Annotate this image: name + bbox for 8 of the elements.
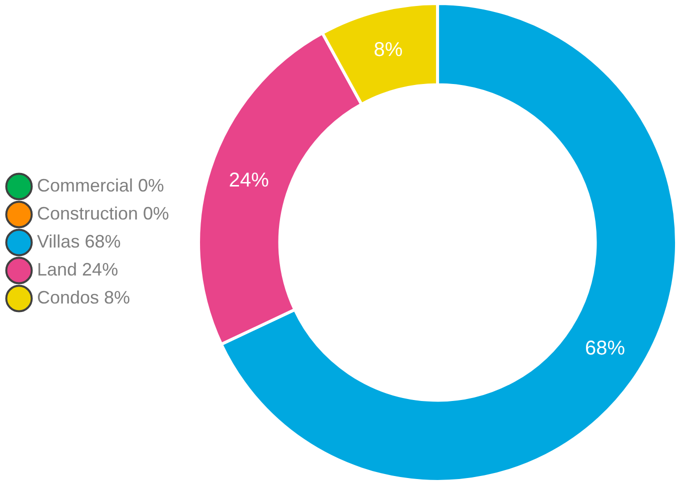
legend-label: Land 24% — [37, 259, 118, 280]
legend-label: Construction 0% — [37, 203, 170, 224]
data-label: 8% — [374, 38, 403, 61]
data-label: 24% — [228, 170, 270, 192]
legend-label: Villas 68% — [37, 231, 121, 252]
data-label: 68% — [585, 337, 626, 360]
legend-label: Condos 8% — [37, 287, 130, 308]
legend-label: Commercial 0% — [37, 175, 164, 196]
